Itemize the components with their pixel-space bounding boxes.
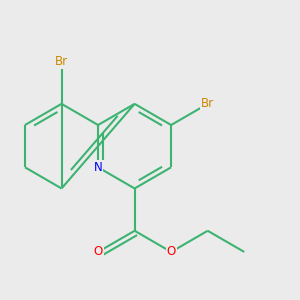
Text: O: O [94, 245, 103, 258]
Text: Br: Br [201, 97, 214, 110]
Text: Br: Br [55, 55, 68, 68]
Text: O: O [167, 245, 176, 258]
Text: N: N [94, 161, 103, 174]
